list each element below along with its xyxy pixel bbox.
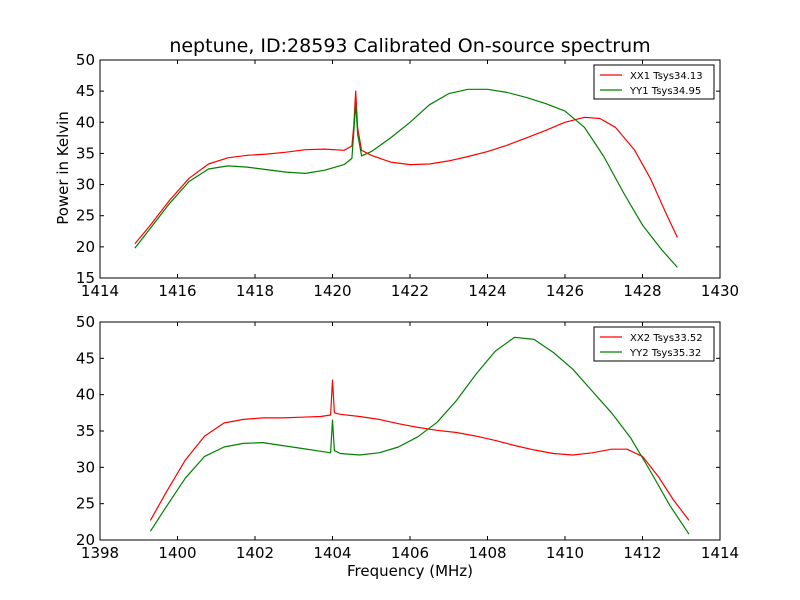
bottom-subplot: Frequency (MHz) 1398 1400 1402 1404 1406 1408… [76,313,739,580]
bottom-legend-label-2: YY2 Tsys35.32 [629,348,701,359]
top-x-tick-label: 1414 [81,282,119,300]
top-x-tick-label: 1426 [546,282,584,300]
bottom-x-tick-label: 1412 [623,544,661,562]
top-series-line-1 [134,90,678,245]
top-y-tick-label: 30 [76,176,95,194]
bottom-y-tick-label: 35 [76,422,95,440]
bottom-legend: XX2 Tsys33.52 YY2 Tsys35.32 [593,326,715,362]
top-series [134,88,678,268]
bottom-series-line-2 [149,336,690,535]
bottom-x-tick-label: 1402 [236,544,274,562]
chart-title: neptune, ID:28593 Calibrated On-source s… [169,35,650,57]
bottom-y-tick-label: 45 [76,349,95,367]
top-x-tick-label: 1424 [468,282,506,300]
top-y-tick-label: 20 [76,238,95,256]
bottom-y-tick-label: 50 [76,313,95,331]
top-legend-label-2: YY1 Tsys34.95 [629,86,701,97]
bottom-x-tick-label: 1400 [158,544,196,562]
top-legend-label-1: XX1 Tsys34.13 [630,71,703,82]
bottom-y-tick-label: 25 [76,495,95,513]
top-series-line-2 [134,88,678,268]
bottom-series-line-1 [149,379,690,521]
y-axis-label: Power in Kelvin [54,111,72,225]
top-y-tick-label: 50 [76,51,95,69]
bottom-legend-box [593,326,715,362]
top-plot-frame [99,59,721,279]
top-legend: XX1 Tsys34.13 YY1 Tsys34.95 [593,64,715,100]
bottom-y-tick-label: 20 [76,531,95,549]
bottom-legend-label-1: XX2 Tsys33.52 [630,333,703,344]
bottom-plot-frame [99,321,721,541]
bottom-x-tick-label: 1406 [391,544,429,562]
top-x-tick-label: 1422 [391,282,429,300]
bottom-y-tick-label: 30 [76,458,95,476]
top-axis-ticks: 1414 1416 1418 1420 1422 1424 1426 1428 1430 15 20… [76,51,739,300]
top-y-tick-label: 35 [76,144,95,162]
bottom-x-tick-label: 1408 [468,544,506,562]
top-x-tick-label: 1418 [236,282,274,300]
top-x-tick-label: 1430 [701,282,739,300]
bottom-x-tick-label: 1414 [701,544,739,562]
top-y-tick-label: 45 [76,82,95,100]
bottom-axis-ticks: 1398 1400 1402 1404 1406 1408 1410 1412 1414 20 25… [76,313,739,562]
top-x-tick-label: 1428 [623,282,661,300]
x-axis-label: Frequency (MHz) [347,562,473,580]
top-y-tick-label: 40 [76,113,95,131]
bottom-y-tick-label: 40 [76,386,95,404]
top-x-tick-label: 1416 [158,282,196,300]
bottom-x-tick-label: 1404 [313,544,351,562]
bottom-x-tick-label: 1410 [546,544,584,562]
top-x-tick-label: 1420 [313,282,351,300]
top-y-tick-label: 15 [76,269,95,287]
bottom-x-tick-label: 1398 [81,544,119,562]
bottom-series [149,336,690,535]
top-subplot: neptune, ID:28593 Calibrated On-source s… [54,35,739,300]
top-legend-box [593,64,715,100]
top-y-tick-label: 25 [76,207,95,225]
